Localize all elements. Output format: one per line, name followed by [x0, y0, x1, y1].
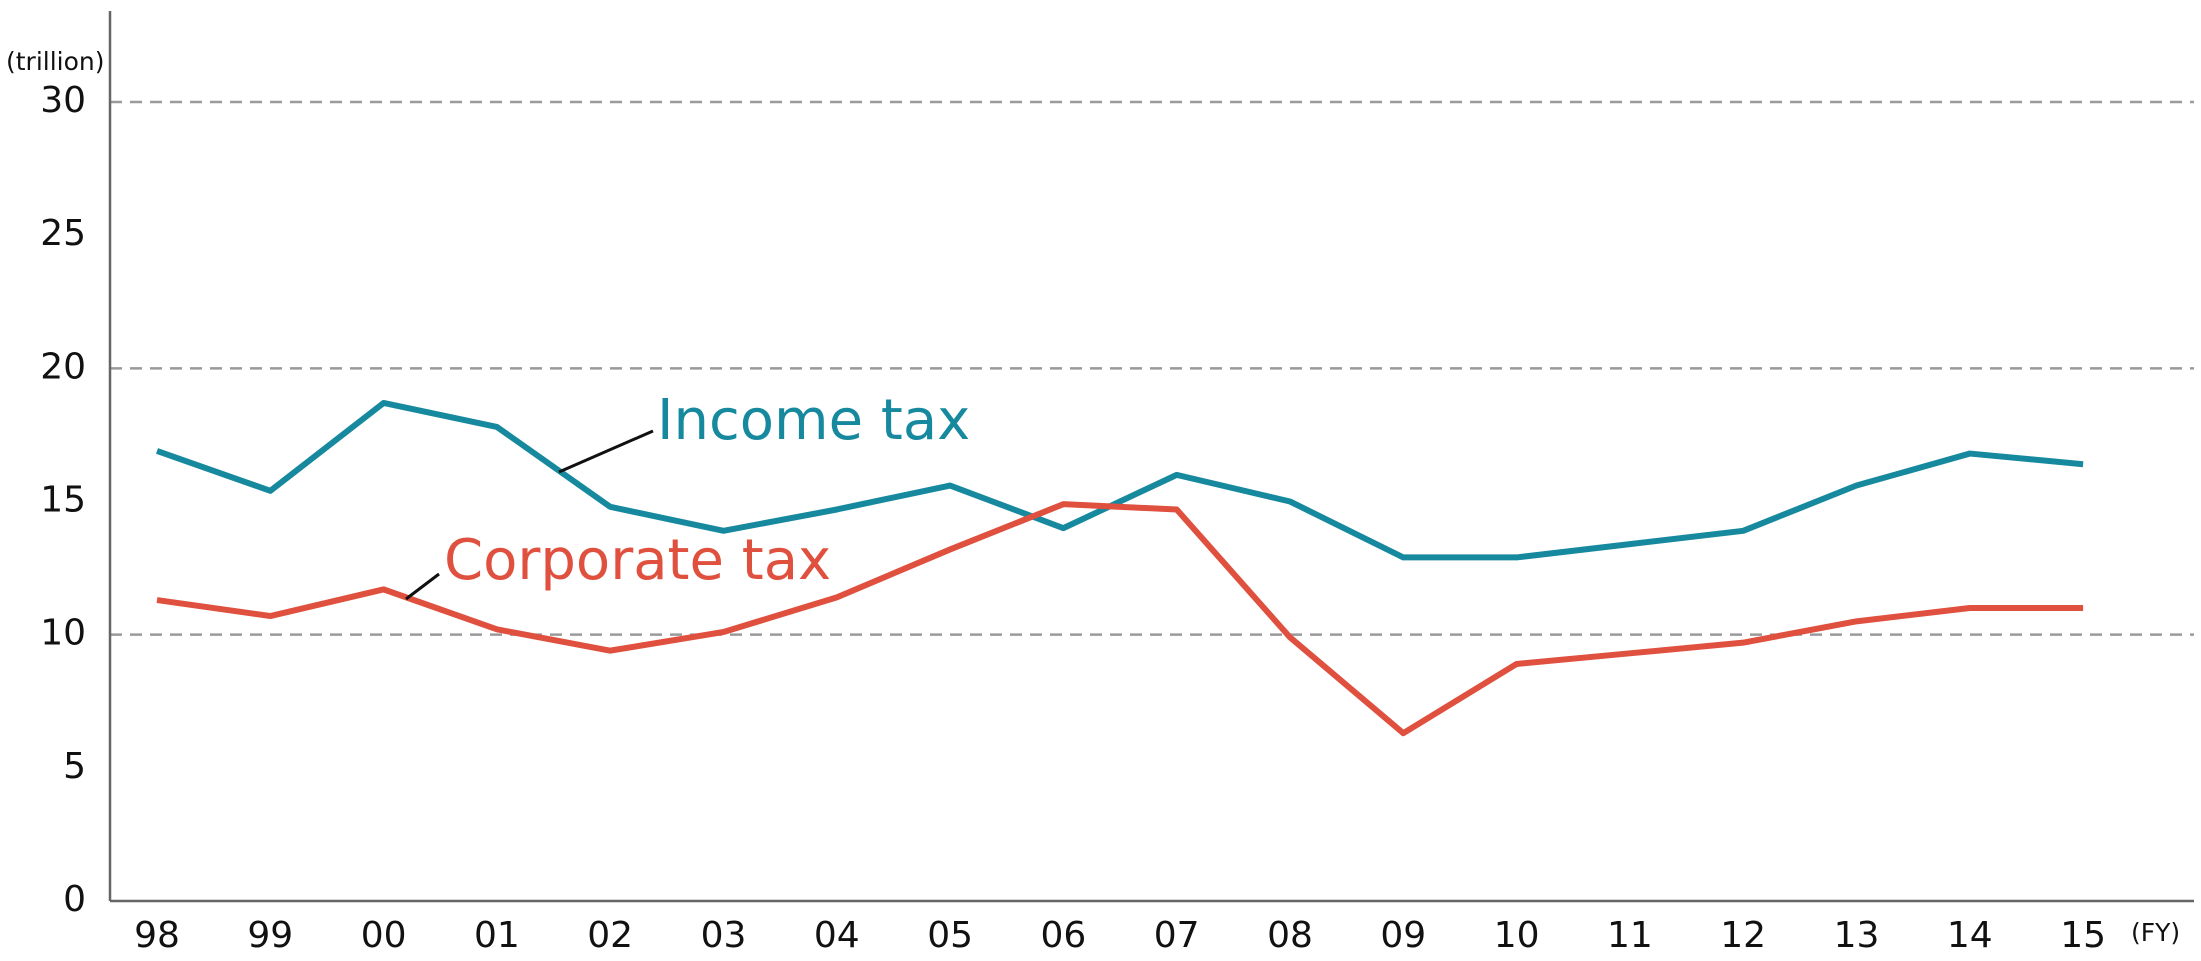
x-tick-label: 04: [814, 915, 860, 956]
y-tick-label: 10: [40, 613, 86, 654]
x-unit: (FY): [2131, 918, 2180, 947]
x-tick-label: 06: [1040, 915, 1086, 956]
y-unit: (trillion): [6, 47, 105, 76]
x-tick-label: 11: [1607, 915, 1653, 956]
leader-line: [405, 572, 440, 601]
x-tick-label: 12: [1720, 915, 1766, 956]
x-tick-label: 09: [1380, 915, 1426, 956]
x-tick-label: 14: [1947, 915, 1993, 956]
x-tick-label: 15: [2060, 915, 2106, 956]
x-tick-label: 05: [927, 915, 973, 956]
x-tick-label: 13: [1834, 915, 1880, 956]
y-tick-label: 5: [63, 746, 86, 787]
x-tick-label: 03: [701, 915, 747, 956]
series-line: [156, 399, 2084, 561]
y-tick-label: 30: [40, 80, 86, 121]
x-tick-label: 08: [1267, 915, 1313, 956]
y-tick-label: 20: [40, 346, 86, 387]
x-tick-label: 00: [361, 915, 407, 956]
x-tick-label: 07: [1154, 915, 1200, 956]
series-line: [156, 501, 2084, 737]
series-label: Corporate tax: [444, 528, 831, 593]
x-tick-label: 99: [247, 915, 293, 956]
x-tick-label: 01: [474, 915, 520, 956]
y-tick-label: 15: [40, 480, 86, 521]
x-tick-label: 98: [134, 915, 180, 956]
x-tick-label: 02: [587, 915, 633, 956]
series-label: Income tax: [657, 388, 970, 453]
y-tick-label: 25: [40, 213, 86, 254]
leader-line: [558, 429, 654, 474]
x-tick-label: 10: [1494, 915, 1540, 956]
y-tick-label: 0: [63, 879, 86, 920]
